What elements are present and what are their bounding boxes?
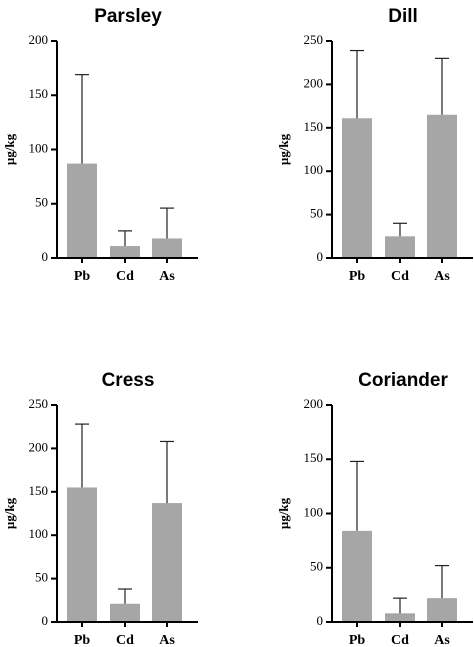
y-tick-label: 100 xyxy=(29,140,49,155)
y-tick-label: 50 xyxy=(310,206,323,221)
chart-panel-dill: Dill µg/kg Pb Cd As 0 50 100 150 200 250 xyxy=(276,6,473,284)
bar-pb xyxy=(342,530,372,622)
y-axis-label: µg/kg xyxy=(276,133,291,165)
y-tick-label: 250 xyxy=(29,396,49,411)
y-tick-label: 150 xyxy=(304,450,324,465)
bar-pb xyxy=(67,163,97,258)
y-tick-label: 200 xyxy=(29,439,49,454)
chart-panel-cress: Cress µg/kg Pb Cd As 0 50 100 150 200 250 xyxy=(2,370,198,647)
bar-cd xyxy=(110,603,140,622)
bar-as xyxy=(152,238,182,258)
x-tick-label: As xyxy=(159,633,175,647)
y-axis-label: µg/kg xyxy=(2,497,17,529)
x-tick-label: Pb xyxy=(74,269,91,284)
x-tick-label: Cd xyxy=(391,633,409,647)
bar-pb xyxy=(342,118,372,258)
chart-panel-coriander: Coriander µg/kg Pb Cd As 0 50 100 150 200 xyxy=(276,370,473,647)
chart-title: Dill xyxy=(388,6,418,27)
x-tick-label: Cd xyxy=(116,633,134,647)
y-tick-label: 200 xyxy=(304,396,324,411)
y-tick-label: 150 xyxy=(29,483,49,498)
y-tick-label: 0 xyxy=(42,613,49,628)
chart-title: Coriander xyxy=(358,370,448,391)
y-tick-label: 0 xyxy=(317,613,324,628)
y-tick-label: 0 xyxy=(42,249,49,264)
chart-panel-parsley: Parsley µg/kg Pb Cd As 0 50 100 150 200 xyxy=(2,6,198,284)
x-tick-label: As xyxy=(159,269,175,284)
bar-pb xyxy=(67,487,97,622)
bar-cd xyxy=(110,246,140,258)
x-tick-label: As xyxy=(434,269,450,284)
y-tick-label: 100 xyxy=(304,504,324,519)
x-tick-label: Cd xyxy=(391,269,409,284)
y-tick-label: 250 xyxy=(304,32,324,47)
y-tick-label: 150 xyxy=(29,86,49,101)
bar-as xyxy=(427,598,457,622)
y-tick-label: 100 xyxy=(304,162,324,177)
y-axis-label: µg/kg xyxy=(276,497,291,529)
x-tick-label: Pb xyxy=(349,633,366,647)
y-tick-label: 50 xyxy=(35,570,48,585)
bar-as xyxy=(427,114,457,258)
x-tick-label: Pb xyxy=(349,269,366,284)
y-tick-label: 50 xyxy=(35,195,48,210)
chart-title: Cress xyxy=(102,370,155,391)
y-tick-label: 150 xyxy=(304,119,324,134)
x-tick-label: As xyxy=(434,633,450,647)
y-tick-label: 200 xyxy=(304,75,324,90)
chart-title: Parsley xyxy=(94,6,162,27)
x-tick-label: Cd xyxy=(116,269,134,284)
x-tick-label: Pb xyxy=(74,633,91,647)
y-tick-label: 200 xyxy=(29,32,49,47)
y-tick-label: 0 xyxy=(317,249,324,264)
bar-as xyxy=(152,503,182,622)
y-tick-label: 50 xyxy=(310,559,323,574)
bar-cd xyxy=(385,236,415,258)
y-tick-label: 100 xyxy=(29,526,49,541)
bar-cd xyxy=(385,613,415,622)
y-axis-label: µg/kg xyxy=(2,133,17,165)
